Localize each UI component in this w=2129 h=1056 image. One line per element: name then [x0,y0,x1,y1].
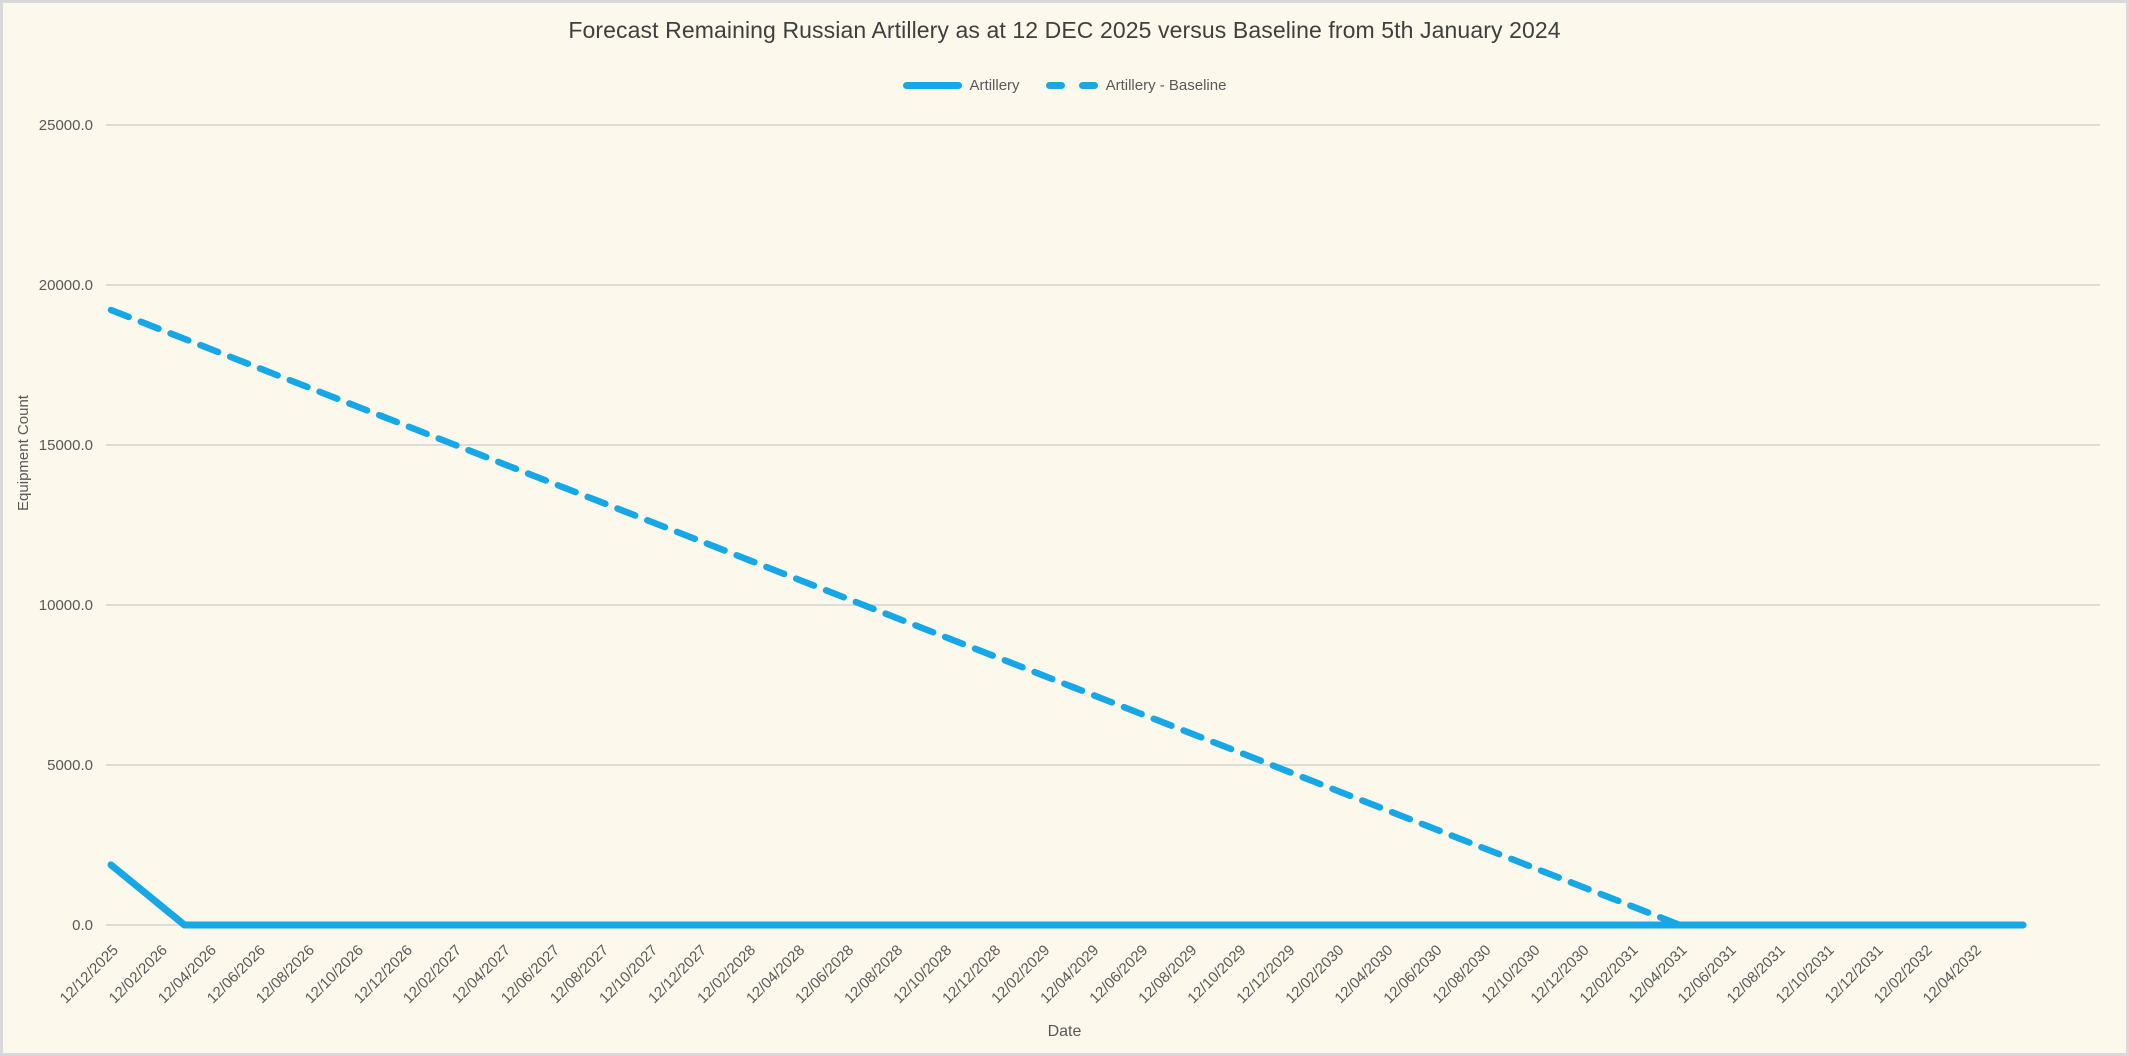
solid-line-swatch-icon [902,82,962,89]
plot-area: 25000.020000.015000.010000.05000.00.012/… [39,117,2100,1007]
dash-segment-icon [1045,82,1065,89]
legend-label-artillery: Artillery [969,77,1020,94]
legend-item-artillery: Artillery [902,77,1020,94]
y-axis-tick-label: 5000.0 [47,757,93,774]
y-axis-tick-label: 20000.0 [39,277,93,294]
y-axis-title: Equipment Count [15,395,32,511]
legend-label-baseline: Artillery - Baseline [1105,77,1227,94]
legend-item-baseline: Artillery - Baseline [1045,77,1227,94]
chart-title: Forecast Remaining Russian Artillery as … [568,17,1561,43]
baseline-series-line [107,306,2027,929]
y-axis-tick-label: 10000.0 [39,597,93,614]
dashed-line-swatch-icon [1045,82,1098,89]
y-axis-tick-label: 15000.0 [39,437,93,454]
dash-segment-icon [1078,82,1098,89]
artillery-series-line [107,861,2027,929]
legend: Artillery Artillery - Baseline [3,77,2126,94]
y-axis-tick-label: 0.0 [72,917,93,934]
x-axis-title: Date [1047,1023,1082,1040]
y-axis-tick-label: 25000.0 [39,117,93,134]
